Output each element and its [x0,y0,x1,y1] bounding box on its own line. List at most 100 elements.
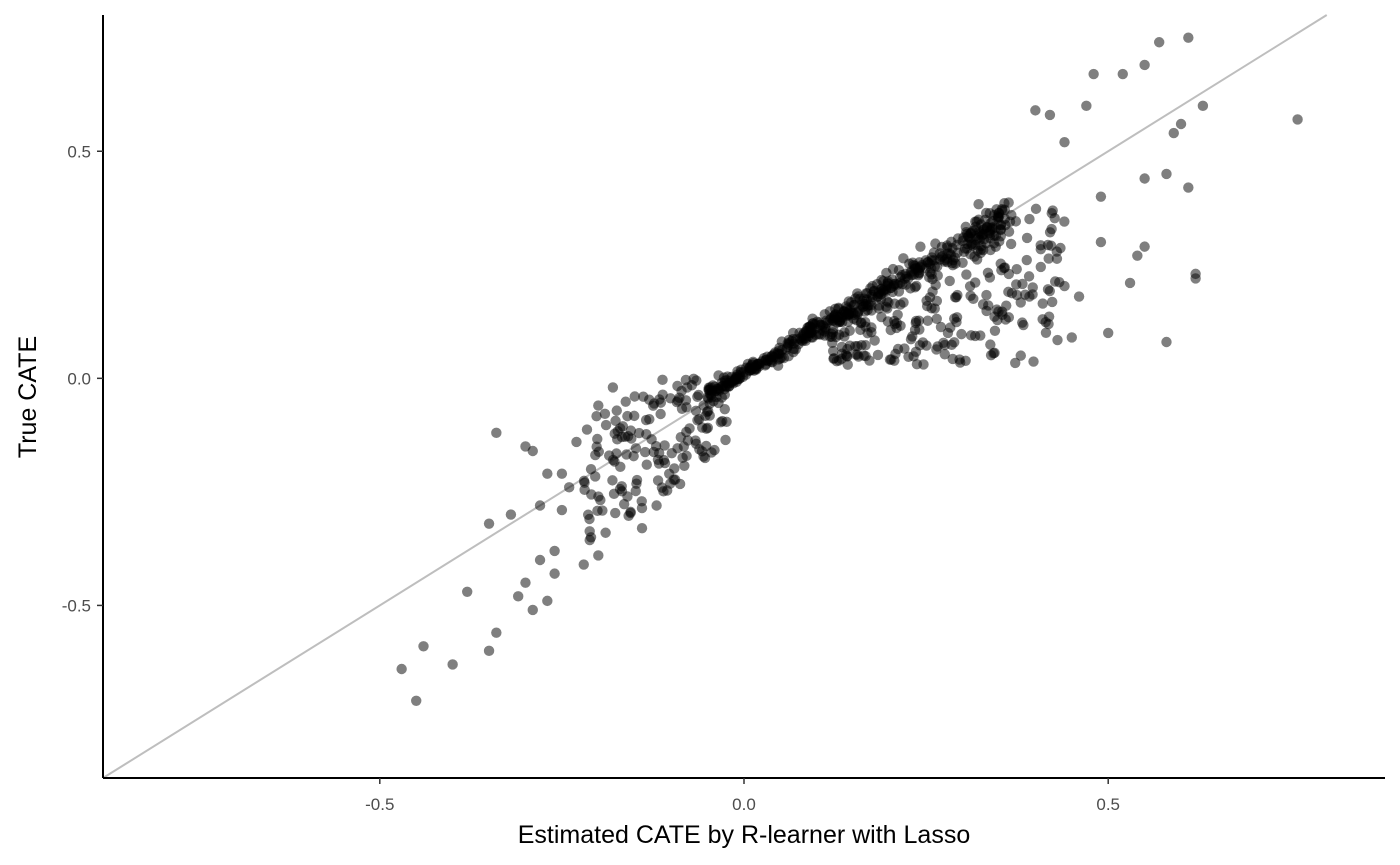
data-point [867,280,878,292]
data-point [1028,356,1039,367]
data-point [1161,336,1172,348]
data-point [947,260,958,271]
data-point [1059,216,1070,227]
data-point [850,340,861,352]
data-point [971,254,983,265]
data-point [908,351,919,362]
data-point [571,436,582,448]
data-point [418,641,429,652]
data-point [1023,271,1035,282]
data-point [579,477,590,488]
data-point [676,403,688,414]
data-point [704,398,715,409]
data-point [512,591,524,602]
data-point [618,498,630,510]
data-point [1073,291,1085,302]
data-point [411,695,422,706]
data-point [965,330,977,341]
data-point [688,373,699,384]
data-point [626,433,637,444]
data-point [578,559,589,570]
data-point [905,334,917,345]
y-tick-label: 0.5 [67,142,91,161]
data-point [746,364,757,375]
data-point [709,381,720,392]
data-point [1045,240,1057,251]
data-point [1005,238,1017,250]
data-point [957,235,968,247]
data-point [612,434,623,445]
data-point [659,440,670,451]
data-point [1019,289,1031,300]
data-point [1011,263,1022,275]
data-point [1024,213,1035,225]
data-point [534,554,546,566]
data-point [629,410,640,422]
data-point [1168,127,1179,139]
ticks-layer: -0.5 0.0 0.5 -0.5 0.0 0.5 [62,142,1120,814]
data-point [1000,314,1011,325]
data-point [758,353,770,364]
data-point [617,421,629,432]
data-point [1292,114,1303,125]
data-point [447,659,458,670]
data-point [938,337,949,348]
data-point [985,222,996,234]
data-point [965,290,976,301]
data-point [1021,254,1032,266]
data-point [999,198,1010,209]
data-point [615,461,626,473]
data-point [690,405,702,416]
data-point [682,435,694,446]
data-point [989,325,1001,337]
data-point [869,335,880,346]
x-tick-label: 0.5 [1096,795,1120,814]
data-point [1153,37,1165,48]
data-point [931,313,942,324]
data-point [600,419,612,431]
x-tick-label: 0.0 [732,795,756,814]
data-point [985,339,996,350]
data-point [1044,285,1055,297]
data-point [1027,282,1038,293]
data-point [629,391,640,402]
data-point [483,645,495,657]
data-point [1139,241,1150,252]
data-point [586,489,597,500]
data-point [563,482,575,493]
data-point [947,353,958,365]
data-point [1010,357,1021,369]
data-point [693,389,704,401]
data-point [776,352,787,363]
data-point [1040,327,1052,338]
data-point [975,330,986,341]
data-point [593,550,604,561]
data-point [669,463,680,474]
data-point [898,297,909,308]
data-point [990,241,1001,252]
data-point [961,269,972,280]
data-point [1015,350,1026,361]
data-point [906,269,917,281]
data-point [1035,261,1046,273]
data-point [922,315,933,326]
data-point [640,414,652,426]
data-point [1183,32,1194,43]
data-point [1139,59,1150,71]
data-point [696,446,708,457]
data-point [396,663,407,675]
data-point [1017,278,1028,290]
data-point [1010,216,1022,227]
data-point [833,355,845,366]
data-point [655,408,666,420]
data-point [924,292,936,303]
data-point [884,354,896,365]
data-point [1132,250,1143,261]
data-point [1049,276,1061,287]
data-point [1046,208,1057,219]
data-point [732,373,744,385]
data-point [873,300,885,311]
data-point [1015,297,1026,308]
data-point [836,341,848,353]
data-point [1043,253,1054,264]
